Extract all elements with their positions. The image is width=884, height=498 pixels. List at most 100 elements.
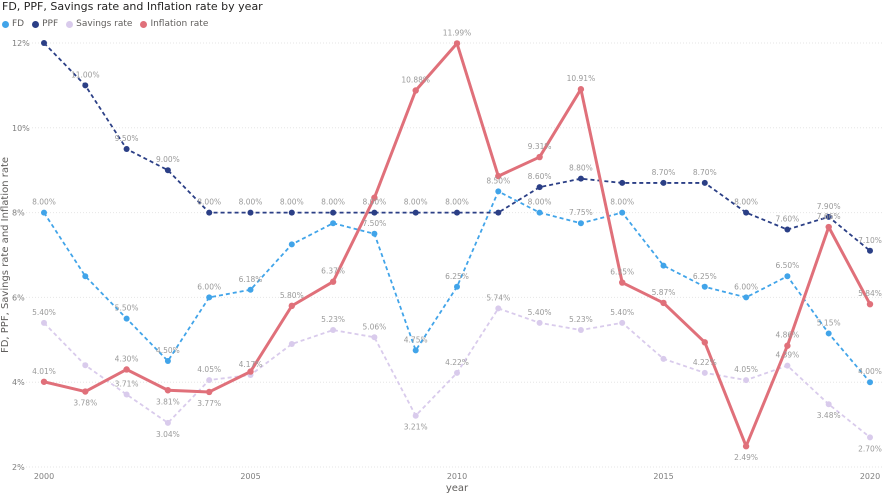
data-point-inflation-rate[interactable] <box>82 388 89 395</box>
data-point-inflation-rate[interactable] <box>536 153 543 161</box>
data-label-inflation-rate: 4.01% <box>32 367 56 376</box>
data-point-inflation-rate[interactable] <box>495 172 502 180</box>
data-point-ppf[interactable] <box>82 82 89 89</box>
legend-item-inflation-rate[interactable]: Inflation rate <box>140 19 208 29</box>
legend-item-savings-rate[interactable]: Savings rate <box>66 19 132 29</box>
data-point-savings-rate[interactable] <box>371 334 378 341</box>
data-point-ppf[interactable] <box>330 209 337 216</box>
data-point-savings-rate[interactable] <box>825 401 832 408</box>
data-point-fd[interactable] <box>784 273 791 280</box>
data-point-ppf[interactable] <box>619 179 626 186</box>
y-tick-label: 10% <box>12 124 30 133</box>
data-point-ppf[interactable] <box>536 184 543 191</box>
data-point-inflation-rate[interactable] <box>660 299 667 307</box>
data-point-fd[interactable] <box>288 241 295 248</box>
data-label-fd: 6.00% <box>197 282 221 291</box>
data-point-savings-rate[interactable] <box>412 412 419 419</box>
data-point-ppf[interactable] <box>41 40 47 46</box>
data-point-fd[interactable] <box>82 273 89 280</box>
data-point-ppf[interactable] <box>867 247 873 254</box>
data-point-fd[interactable] <box>164 358 171 364</box>
data-point-savings-rate[interactable] <box>867 434 873 441</box>
data-point-inflation-rate[interactable] <box>371 194 378 201</box>
series-line-ppf <box>43 42 871 252</box>
data-point-fd[interactable] <box>743 294 750 301</box>
data-point-inflation-rate[interactable] <box>825 223 832 231</box>
x-tick-label: 2005 <box>240 472 260 481</box>
data-point-ppf[interactable] <box>247 209 254 216</box>
data-point-ppf[interactable] <box>123 146 130 152</box>
legend-item-fd[interactable]: FD <box>2 19 24 29</box>
data-point-savings-rate[interactable] <box>288 341 295 348</box>
data-point-ppf[interactable] <box>660 179 667 186</box>
data-point-fd[interactable] <box>660 262 667 269</box>
data-point-savings-rate[interactable] <box>784 362 791 369</box>
data-point-savings-rate[interactable] <box>454 369 460 376</box>
data-point-inflation-rate[interactable] <box>123 366 130 373</box>
data-point-ppf[interactable] <box>825 213 832 220</box>
data-point-savings-rate[interactable] <box>660 355 667 362</box>
data-point-savings-rate[interactable] <box>164 419 171 426</box>
data-point-savings-rate[interactable] <box>206 377 213 384</box>
data-point-fd[interactable] <box>123 315 130 322</box>
data-point-inflation-rate[interactable] <box>206 388 213 396</box>
data-label-ppf: 11.00% <box>71 70 100 79</box>
data-point-inflation-rate[interactable] <box>329 278 337 285</box>
data-point-ppf[interactable] <box>454 209 460 216</box>
data-point-fd[interactable] <box>454 283 460 290</box>
data-point-savings-rate[interactable] <box>536 319 543 326</box>
data-point-fd[interactable] <box>867 379 873 386</box>
data-point-fd[interactable] <box>701 283 708 290</box>
data-point-ppf[interactable] <box>288 209 295 216</box>
data-point-fd[interactable] <box>495 188 502 195</box>
data-point-fd[interactable] <box>577 220 584 227</box>
data-point-ppf[interactable] <box>206 209 213 216</box>
data-point-ppf[interactable] <box>495 209 502 216</box>
data-point-fd[interactable] <box>371 230 378 237</box>
data-point-inflation-rate[interactable] <box>164 387 172 394</box>
data-point-inflation-rate[interactable] <box>784 342 791 349</box>
legend-swatch-fd <box>2 20 9 28</box>
data-point-ppf[interactable] <box>371 209 378 216</box>
data-point-inflation-rate[interactable] <box>701 339 708 346</box>
data-point-inflation-rate[interactable] <box>577 86 585 93</box>
data-point-inflation-rate[interactable] <box>40 378 48 385</box>
data-point-savings-rate[interactable] <box>577 327 584 334</box>
data-point-inflation-rate[interactable] <box>288 302 295 310</box>
data-point-fd[interactable] <box>412 347 419 354</box>
data-label-fd: 8.00% <box>32 198 56 207</box>
data-point-inflation-rate[interactable] <box>453 40 461 47</box>
data-point-savings-rate[interactable] <box>619 319 626 326</box>
data-label-ppf: 8.00% <box>280 198 304 207</box>
data-point-savings-rate[interactable] <box>701 369 708 376</box>
data-point-inflation-rate[interactable] <box>412 87 419 94</box>
data-point-fd[interactable] <box>536 209 543 216</box>
data-point-fd[interactable] <box>247 286 254 293</box>
data-point-fd[interactable] <box>825 330 832 337</box>
data-point-savings-rate[interactable] <box>123 391 130 398</box>
data-point-savings-rate[interactable] <box>41 319 47 326</box>
legend-item-ppf[interactable]: PPF <box>32 19 58 29</box>
data-point-savings-rate[interactable] <box>495 305 502 312</box>
data-label-ppf: 8.00% <box>445 198 469 207</box>
data-point-inflation-rate[interactable] <box>866 300 874 308</box>
data-point-ppf[interactable] <box>577 175 584 182</box>
data-label-fd: 6.18% <box>239 275 263 284</box>
data-point-ppf[interactable] <box>743 209 750 216</box>
data-point-savings-rate[interactable] <box>82 362 89 369</box>
data-point-ppf[interactable] <box>164 167 171 174</box>
data-point-fd[interactable] <box>41 209 47 216</box>
data-point-fd[interactable] <box>330 220 337 227</box>
data-point-ppf[interactable] <box>784 226 791 233</box>
data-point-ppf[interactable] <box>412 209 419 216</box>
data-point-inflation-rate[interactable] <box>247 368 254 375</box>
data-label-inflation-rate: 2.49% <box>734 453 758 462</box>
data-point-inflation-rate[interactable] <box>742 443 750 450</box>
data-point-inflation-rate[interactable] <box>619 279 626 286</box>
data-point-savings-rate[interactable] <box>743 377 750 384</box>
data-point-fd[interactable] <box>619 209 626 216</box>
data-point-savings-rate[interactable] <box>330 327 337 334</box>
data-point-fd[interactable] <box>206 294 213 301</box>
data-point-ppf[interactable] <box>701 179 708 186</box>
